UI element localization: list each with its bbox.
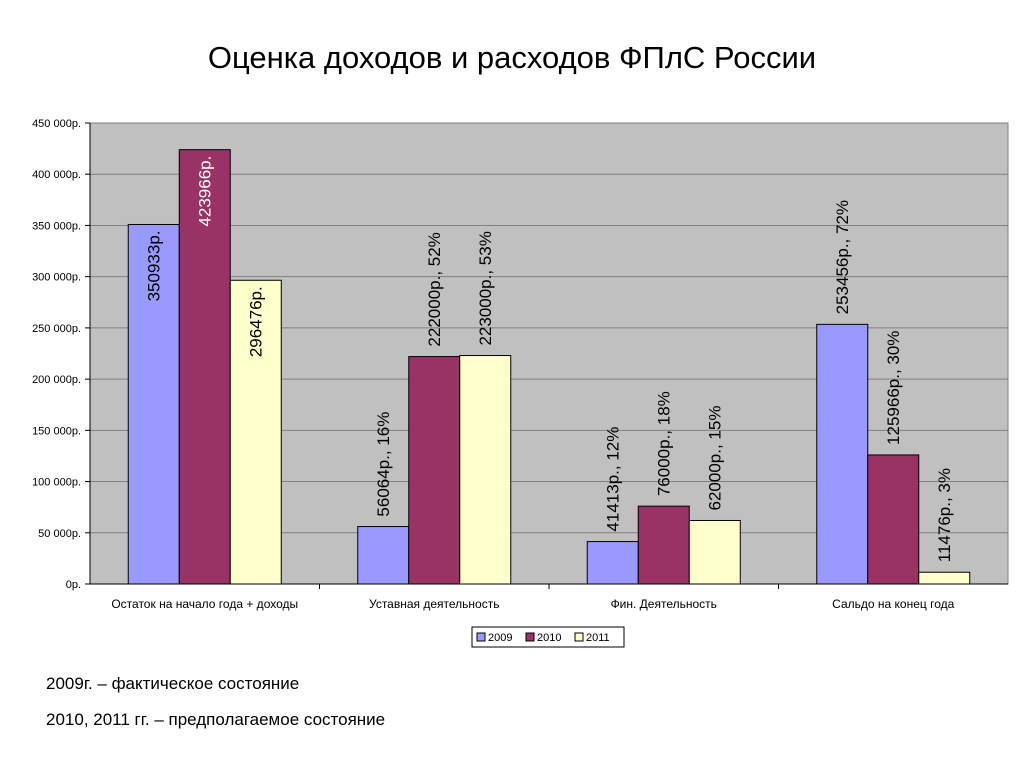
bar	[816, 323, 869, 585]
data-label: 223000р., 53%	[476, 231, 495, 345]
data-label: 253456р., 72%	[833, 200, 852, 314]
note-forecast: 2010, 2011 гг. – предполагаемое состояни…	[46, 710, 386, 729]
x-category-label: Остаток на начало года + доходы	[111, 597, 298, 611]
data-label: 125966р., 30%	[884, 331, 903, 445]
legend-entry: 2010	[537, 632, 561, 644]
data-label: 62000р., 15%	[706, 406, 725, 511]
y-tick-label: 250 000р.	[32, 323, 81, 335]
y-tick-label: 150 000р.	[32, 425, 81, 437]
bar	[178, 149, 231, 585]
data-label: 11476р., 3%	[935, 468, 954, 562]
legend-box	[471, 626, 625, 648]
y-tick-label: 400 000р.	[32, 169, 81, 181]
bar	[918, 571, 971, 585]
data-label: 76000р., 18%	[655, 391, 674, 496]
y-tick-label: 350 000р.	[32, 220, 81, 232]
data-label: 222000р., 52%	[425, 232, 444, 346]
y-tick-label: 450 000р.	[32, 118, 81, 130]
legend-entry: 2009	[488, 632, 512, 644]
y-tick-label: 200 000р.	[32, 374, 81, 386]
bar-chart: 350933р. 423966р. 296476р. 56064р., 16% 2220…	[32, 118, 1009, 648]
y-tick-label: 100 000р.	[32, 477, 81, 489]
data-label: 56064р., 16%	[374, 412, 393, 517]
legend-entry: 2011	[586, 632, 610, 644]
bar	[127, 223, 180, 585]
data-label: 423966р.	[196, 156, 215, 227]
bar	[459, 355, 512, 585]
bar	[867, 454, 920, 585]
bar	[357, 526, 410, 585]
legend-swatch	[574, 632, 584, 642]
x-category-label: Фин. Деятельность	[611, 597, 717, 611]
y-tick-label: 50 000р.	[38, 528, 81, 540]
bar	[637, 505, 690, 585]
data-label: 41413р., 12%	[604, 427, 623, 532]
bar	[688, 519, 741, 585]
data-label: 296476р.	[247, 286, 266, 357]
y-tick-label: 300 000р.	[32, 272, 81, 284]
x-category-label: Уставная деятельность	[369, 597, 499, 611]
data-label: 350933р.	[145, 230, 164, 301]
bar	[408, 356, 461, 585]
chart-title: Оценка доходов и расходов ФПлС России	[207, 40, 817, 75]
legend: 2009 2010 2011	[471, 626, 625, 648]
x-category-label: Сальдо на конец года	[832, 597, 954, 611]
legend-swatch	[525, 632, 535, 642]
bar	[229, 279, 282, 585]
bar	[586, 541, 639, 585]
legend-swatch	[476, 632, 486, 642]
y-tick-label: 0р.	[66, 579, 81, 591]
note-actual: 2009г. – фактическое состояние	[46, 674, 300, 693]
